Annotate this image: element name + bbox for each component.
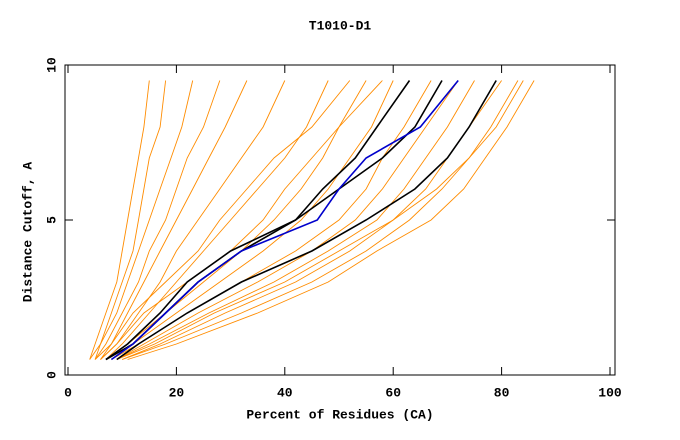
y-tick-label: 10 bbox=[44, 57, 59, 73]
series-line bbox=[116, 80, 497, 361]
series-line bbox=[89, 80, 167, 360]
x-tick-label: 40 bbox=[277, 385, 293, 400]
x-tick-label: 60 bbox=[385, 385, 401, 400]
y-axis-label: Distance Cutoff, A bbox=[20, 162, 35, 303]
series-line bbox=[94, 80, 351, 360]
series-line bbox=[100, 80, 383, 360]
series-line bbox=[116, 80, 459, 360]
y-tick-label: 5 bbox=[44, 216, 59, 224]
series-line bbox=[105, 80, 367, 360]
series-line bbox=[110, 79, 459, 361]
series-line bbox=[116, 80, 524, 360]
x-tick-label: 80 bbox=[494, 385, 510, 400]
series-line bbox=[94, 80, 221, 360]
series-line bbox=[100, 80, 286, 360]
x-tick-label: 100 bbox=[598, 385, 622, 400]
chart-title: T1010-D1 bbox=[309, 18, 372, 33]
series-line bbox=[122, 80, 519, 360]
y-tick-label: 0 bbox=[44, 371, 59, 379]
series-line bbox=[105, 80, 411, 361]
series-line bbox=[100, 80, 248, 360]
series-line bbox=[94, 80, 194, 360]
x-tick-label: 0 bbox=[64, 385, 72, 400]
series-line bbox=[116, 80, 475, 360]
x-tick-label: 20 bbox=[169, 385, 185, 400]
plot-area bbox=[89, 79, 535, 361]
series-line bbox=[111, 80, 394, 360]
series-line bbox=[89, 80, 150, 360]
series-line bbox=[105, 80, 329, 360]
x-axis-label: Percent of Residues (CA) bbox=[246, 407, 433, 422]
series-line bbox=[127, 80, 535, 360]
